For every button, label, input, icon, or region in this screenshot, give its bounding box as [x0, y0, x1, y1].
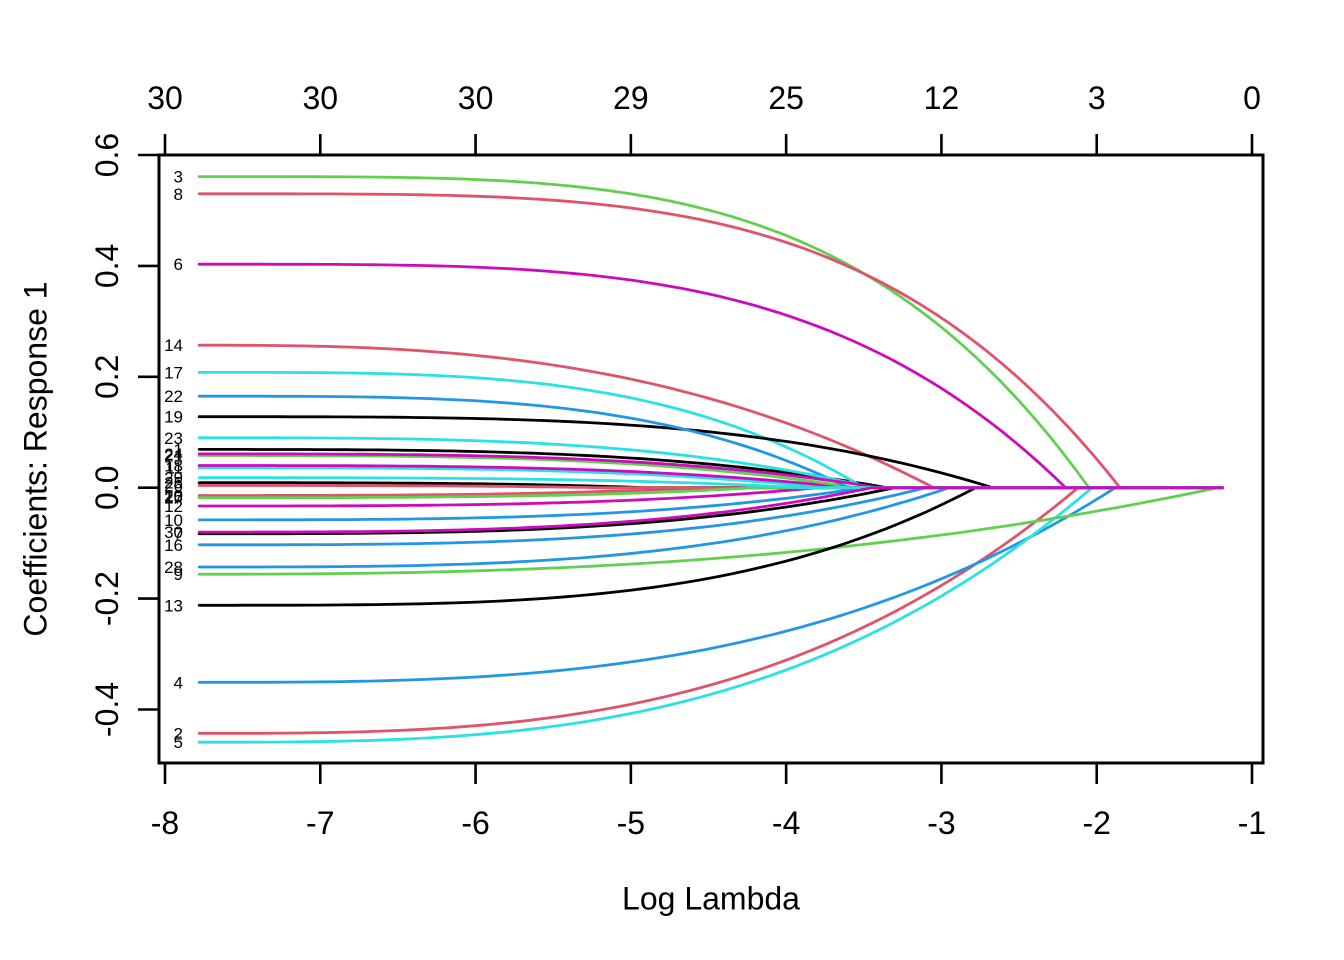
coef-path-13: [197, 486, 1224, 607]
df-label: 3: [1088, 80, 1106, 116]
x-axis-title: Log Lambda: [622, 880, 800, 917]
coef-path-3: [197, 175, 1224, 490]
curve-label-7: 7: [174, 525, 183, 544]
curve-label-12: 12: [164, 497, 183, 516]
df-label: 12: [924, 80, 960, 116]
coef-path-14: [197, 343, 1224, 490]
curves-group: [197, 175, 1224, 744]
df-label: 29: [613, 80, 649, 116]
coef-path-17: [197, 371, 1224, 490]
coef-path-10: [197, 486, 1224, 522]
curve-label-19: 19: [164, 408, 183, 427]
coef-path-19: [197, 415, 1224, 490]
coef-path-30: [197, 486, 1224, 534]
coef-path-28: [197, 486, 1224, 569]
curve-label-3: 3: [174, 168, 183, 187]
curve-label-27: 27: [164, 489, 183, 508]
curve-label-26: 26: [164, 476, 183, 495]
curve-label-8: 8: [174, 185, 183, 204]
x-tick-label: -4: [772, 805, 800, 841]
x-tick-label: -5: [617, 805, 645, 841]
curve-label-23: 23: [164, 429, 183, 448]
coef-path-20: [197, 486, 1224, 497]
x-tick-label: -1: [1238, 805, 1266, 841]
df-label: 30: [458, 80, 494, 116]
curve-label-29: 29: [164, 469, 183, 488]
x-tick-label: -6: [461, 805, 489, 841]
coef-path-25: [197, 481, 1224, 490]
df-label: 0: [1243, 80, 1261, 116]
plot-box: [157, 153, 1265, 765]
curve-label-20: 20: [164, 486, 183, 505]
coef-path-7: [197, 486, 1224, 536]
coef-path-12: [197, 486, 1224, 508]
curve-label-10: 10: [164, 511, 183, 530]
curve-label-2: 2: [174, 724, 183, 743]
coef-path-1: [197, 448, 1224, 490]
coef-path-2: [197, 486, 1224, 735]
y-tick-label: 0.6: [89, 133, 125, 177]
curve-label-15: 15: [164, 488, 183, 507]
curve-label-30: 30: [164, 523, 183, 542]
coef-path-27: [197, 486, 1224, 500]
coef-path-8: [197, 192, 1224, 490]
coef-path-5: [197, 486, 1224, 744]
coef-path-4: [197, 486, 1224, 684]
coef-path-26: [197, 484, 1224, 490]
coef-path-23: [197, 436, 1224, 490]
curve-label-11: 11: [165, 459, 183, 478]
y-tick-label: 0.4: [89, 244, 125, 288]
curve-label-28: 28: [164, 558, 183, 577]
y-axis-title: Coefficients: Response 1: [17, 281, 54, 637]
curve-label-16: 16: [164, 536, 183, 555]
coef-path-16: [197, 486, 1224, 547]
coef-path-18: [197, 464, 1224, 490]
curve-label-18: 18: [164, 457, 183, 476]
curve-label-1: 1: [174, 440, 183, 459]
x-tick-label: -2: [1082, 805, 1110, 841]
x-tick-label: -8: [151, 805, 179, 841]
y-tick-label: 0.0: [89, 465, 125, 509]
coef-path-6: [197, 262, 1224, 490]
curve-label-21: 21: [164, 447, 183, 466]
y-tick-label: -0.4: [89, 682, 125, 737]
coef-path-29: [197, 476, 1224, 490]
curve-label-9: 9: [174, 565, 183, 584]
coef-path-21: [197, 454, 1224, 490]
coef-path-11: [197, 466, 1224, 490]
curve-label-6: 6: [174, 255, 183, 274]
curve-label-14: 14: [164, 336, 183, 355]
curve-label-4: 4: [174, 673, 183, 692]
curve-label-24: 24: [164, 445, 183, 464]
coef-path-9: [197, 486, 1224, 576]
df-label: 30: [147, 80, 183, 116]
curve-label-13: 13: [164, 596, 183, 615]
curve-label-5: 5: [174, 733, 183, 752]
df-label: 25: [768, 80, 804, 116]
curve-label-25: 25: [164, 474, 183, 493]
x-tick-label: -3: [927, 805, 955, 841]
coef-path-22: [197, 394, 1224, 490]
y-tick-label: 0.2: [89, 355, 125, 399]
x-tick-label: -7: [306, 805, 334, 841]
y-tick-label: -0.2: [89, 571, 125, 626]
df-label: 30: [302, 80, 338, 116]
curve-label-22: 22: [164, 387, 183, 406]
coef-path-24: [197, 452, 1224, 490]
curve-label-17: 17: [164, 363, 183, 382]
